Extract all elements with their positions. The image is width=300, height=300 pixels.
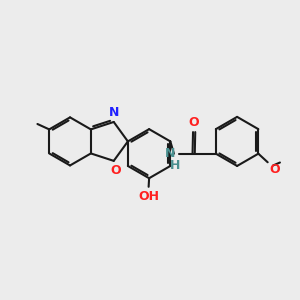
Text: OH: OH	[138, 190, 159, 203]
Text: O: O	[269, 163, 280, 176]
Text: O: O	[110, 164, 121, 177]
Text: N: N	[109, 106, 119, 118]
Text: N: N	[164, 147, 175, 160]
Text: H: H	[170, 159, 180, 172]
Text: O: O	[188, 116, 199, 129]
